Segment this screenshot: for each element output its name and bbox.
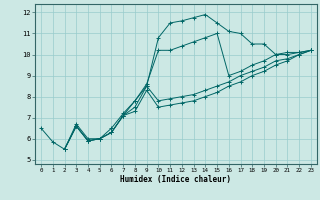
X-axis label: Humidex (Indice chaleur): Humidex (Indice chaleur) [121,175,231,184]
